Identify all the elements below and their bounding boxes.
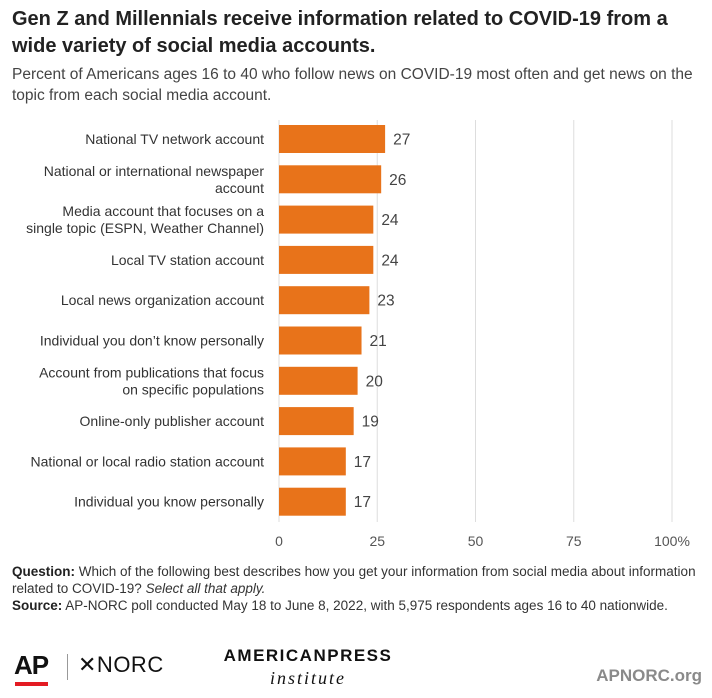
bar-1	[279, 165, 382, 194]
bar-3	[279, 245, 374, 274]
chart-subtitle: Percent of Americans ages 16 to 40 who f…	[12, 66, 693, 104]
bar-chart: 0 25 50 75 100% 27 National TV network account…	[26, 120, 690, 549]
source-label: Source:	[12, 598, 63, 613]
category-label-line: Individual you know personally	[74, 494, 264, 510]
ap-logo-underline	[15, 682, 48, 686]
value-label-8: 17	[354, 454, 371, 471]
x-tick-label-50: 50	[468, 533, 484, 549]
value-label-9: 17	[354, 494, 371, 511]
api-logo-bottom: institute	[270, 668, 346, 688]
value-label-1: 26	[389, 172, 406, 189]
ap-logo: AP	[14, 650, 49, 680]
chart-title: Gen Z and Millennials receive informatio…	[12, 8, 668, 57]
category-label-3: Local TV station account	[111, 252, 264, 268]
norc-logo: ✕NORC	[78, 652, 164, 677]
api-logo-top: AMERICANPRESS	[223, 646, 393, 665]
bar-6	[279, 366, 358, 395]
source-note: Source: AP-NORC poll conducted May 18 to…	[12, 597, 702, 614]
x-tick-label-100: 100%	[654, 533, 690, 549]
bar-0	[279, 125, 386, 153]
question-text: Which of the following best describes ho…	[12, 564, 696, 596]
category-label-6: Account from publications that focus on s…	[39, 364, 264, 397]
logo-divider	[67, 654, 68, 680]
chart-notes: Question: Which of the following best de…	[12, 563, 702, 614]
american-press-institute-logo: AMERICANPRESS institute	[222, 646, 394, 689]
category-label-line: Individual you don’t know personally	[40, 333, 264, 349]
x-tick-label-0: 0	[275, 533, 283, 549]
source-text: AP-NORC poll conducted May 18 to June 8,…	[65, 598, 668, 613]
question-label: Question:	[12, 564, 75, 579]
category-label-line: National or local radio station account	[31, 453, 265, 469]
bar-5	[279, 326, 362, 355]
value-label-0: 27	[393, 132, 410, 149]
category-label-0: National TV network account	[85, 131, 264, 147]
question-note: Question: Which of the following best de…	[12, 563, 702, 597]
category-label-line: on specific populations	[122, 381, 264, 397]
bar-4	[279, 286, 370, 315]
bar-7	[279, 407, 354, 436]
category-label-line: account	[215, 180, 264, 196]
x-tick-label-25: 25	[369, 533, 385, 549]
category-label-7: Online-only publisher account	[80, 413, 265, 429]
category-label-4: Local news organization account	[61, 292, 264, 308]
category-label-line: Online-only publisher account	[80, 413, 265, 429]
category-label-line: Account from publications that focus	[39, 364, 264, 380]
site-link[interactable]: APNORC.org	[596, 666, 702, 685]
value-label-3: 24	[381, 252, 399, 269]
category-label-8: National or local radio station account	[31, 453, 265, 469]
x-tick-label-75: 75	[566, 533, 582, 549]
category-label-1: National or international newspaper accou…	[44, 163, 265, 196]
category-label-5: Individual you don’t know personally	[40, 333, 264, 349]
category-label-line: National or international newspaper	[44, 163, 265, 179]
value-label-2: 24	[381, 212, 399, 229]
value-label-7: 19	[362, 414, 379, 431]
bar-2	[279, 205, 374, 234]
category-label-line: Media account that focuses on a	[62, 203, 264, 219]
question-emphasis: Select all that apply.	[145, 581, 266, 596]
footer: AP ✕NORC AMERICANPRESS institute APNORC.…	[0, 640, 712, 698]
category-label-9: Individual you know personally	[74, 494, 264, 510]
bar-9	[279, 487, 346, 516]
bar-8	[279, 447, 346, 476]
category-label-line: Local news organization account	[61, 292, 264, 308]
value-label-6: 20	[366, 373, 384, 390]
value-label-4: 23	[377, 293, 394, 310]
category-label-line: single topic (ESPN, Weather Channel)	[26, 220, 264, 236]
category-label-line: Local TV station account	[111, 252, 264, 268]
category-label-line: National TV network account	[85, 131, 264, 147]
category-label-2: Media account that focuses on a single to…	[26, 203, 264, 236]
value-label-5: 21	[370, 333, 387, 350]
